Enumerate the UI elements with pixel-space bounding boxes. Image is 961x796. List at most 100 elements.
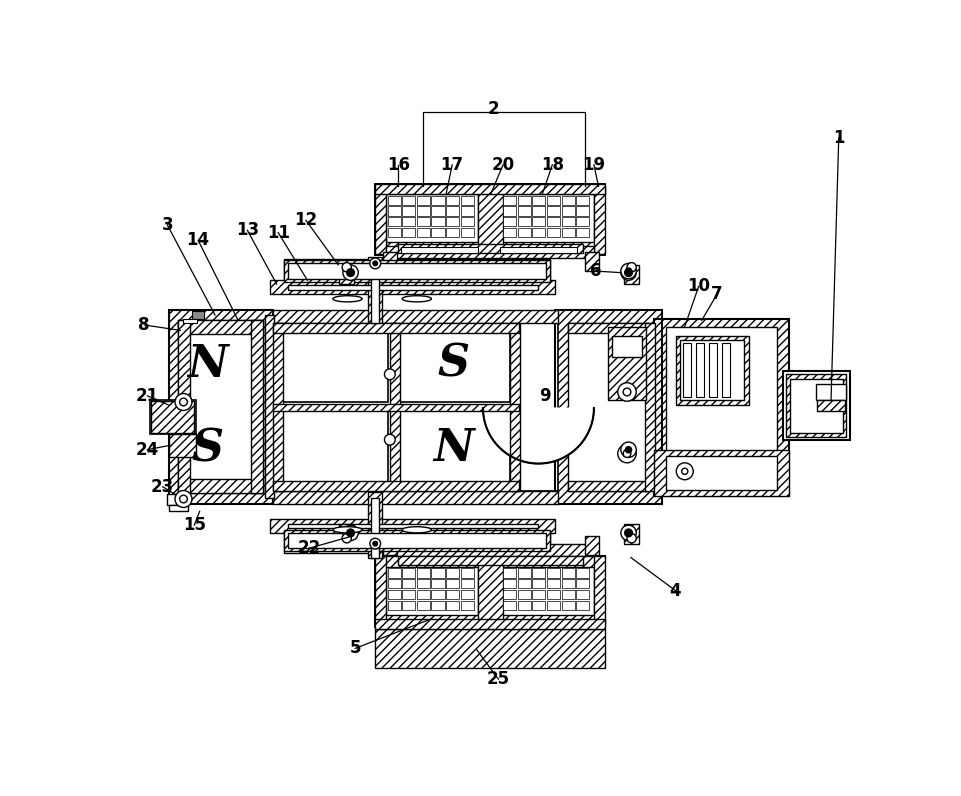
Bar	[460, 206, 473, 216]
Bar	[416, 601, 430, 610]
Bar	[288, 263, 546, 279]
Bar	[178, 320, 262, 493]
Bar	[338, 525, 354, 544]
Bar	[368, 492, 382, 557]
Circle shape	[625, 268, 631, 274]
Bar	[815, 384, 846, 400]
Bar	[265, 315, 274, 498]
Bar	[416, 579, 430, 588]
Bar	[371, 263, 379, 322]
Text: 9: 9	[538, 387, 550, 405]
Bar	[593, 186, 604, 254]
Bar	[398, 412, 509, 486]
Bar	[517, 601, 530, 610]
Bar	[398, 244, 582, 253]
Bar	[781, 371, 850, 440]
Bar	[708, 343, 716, 397]
Bar	[503, 217, 516, 226]
Bar	[150, 400, 196, 435]
Bar	[500, 248, 577, 253]
Bar	[547, 601, 559, 610]
Bar	[547, 568, 559, 578]
Bar	[273, 322, 283, 490]
Bar	[270, 519, 554, 533]
Bar	[431, 206, 444, 216]
Bar	[431, 590, 444, 599]
Bar	[517, 196, 530, 205]
Circle shape	[620, 265, 635, 280]
Bar	[547, 590, 559, 599]
Bar	[446, 601, 458, 610]
Bar	[375, 184, 604, 194]
Bar	[169, 435, 196, 458]
Bar	[653, 450, 788, 496]
Circle shape	[620, 263, 635, 279]
Bar	[517, 568, 530, 578]
Bar	[288, 524, 538, 529]
Bar	[416, 228, 430, 237]
Text: 25: 25	[486, 670, 509, 689]
Bar	[178, 479, 262, 493]
Bar	[402, 217, 415, 226]
Bar	[460, 601, 473, 610]
Bar	[375, 184, 604, 255]
Bar	[503, 579, 516, 588]
Bar	[561, 217, 574, 226]
Bar	[389, 322, 400, 490]
Bar	[584, 252, 598, 271]
Bar	[478, 186, 503, 254]
Circle shape	[342, 525, 357, 540]
Bar	[431, 228, 444, 237]
Bar	[375, 556, 604, 626]
Bar	[503, 568, 516, 578]
Bar	[401, 248, 478, 253]
Bar	[169, 310, 273, 504]
Text: 4: 4	[669, 582, 680, 599]
Circle shape	[175, 393, 192, 411]
Bar	[183, 319, 196, 323]
Text: 24: 24	[136, 441, 159, 458]
Bar	[531, 601, 545, 610]
Text: 16: 16	[386, 156, 409, 174]
Bar	[284, 260, 550, 282]
Bar	[554, 310, 661, 504]
Text: 7: 7	[710, 285, 722, 303]
Bar	[789, 379, 842, 433]
Bar	[517, 590, 530, 599]
Bar	[169, 310, 273, 504]
Text: 8: 8	[138, 316, 150, 334]
Circle shape	[373, 261, 377, 266]
Text: 6: 6	[589, 262, 601, 280]
Bar	[517, 217, 530, 226]
Bar	[517, 206, 530, 216]
Bar	[816, 400, 844, 412]
Bar	[416, 217, 430, 226]
Bar	[653, 319, 788, 496]
Bar	[624, 265, 639, 284]
Bar	[167, 494, 185, 505]
Bar	[375, 619, 604, 629]
Text: 23: 23	[151, 478, 174, 496]
Bar	[517, 228, 530, 237]
Bar	[385, 567, 478, 615]
Ellipse shape	[402, 527, 431, 533]
Ellipse shape	[402, 296, 431, 302]
Bar	[460, 228, 473, 237]
Bar	[446, 568, 458, 578]
Bar	[576, 568, 589, 578]
Bar	[387, 579, 400, 588]
Bar	[460, 579, 473, 588]
Text: 13: 13	[235, 221, 259, 240]
Bar	[416, 568, 430, 578]
Bar	[446, 217, 458, 226]
Bar	[273, 481, 519, 490]
Bar	[547, 206, 559, 216]
Bar	[446, 206, 458, 216]
Bar	[653, 319, 788, 496]
Circle shape	[620, 442, 635, 458]
Text: 10: 10	[686, 278, 709, 295]
Bar	[431, 217, 444, 226]
Bar	[531, 568, 545, 578]
Text: 21: 21	[136, 387, 159, 405]
Circle shape	[346, 269, 354, 276]
